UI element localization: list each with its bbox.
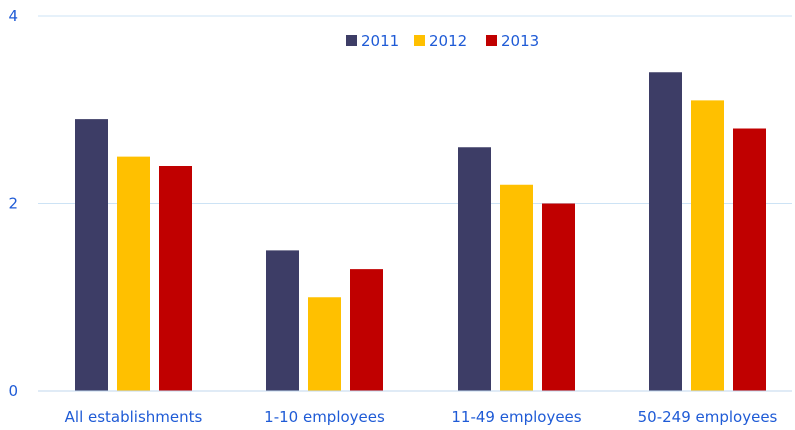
bar-2013-0 — [159, 166, 192, 391]
legend-swatch — [486, 35, 497, 46]
bar-2013-3 — [733, 128, 766, 391]
bars — [75, 72, 766, 391]
legend-item-2011: 2011 — [346, 32, 399, 50]
bar-2012-0 — [117, 156, 150, 391]
legend-label: 2011 — [361, 32, 399, 50]
legend-item-2013: 2013 — [486, 32, 539, 50]
legend-item-2012: 2012 — [414, 32, 467, 50]
legend-swatch — [414, 35, 425, 46]
y-tick-label: 0 — [8, 382, 18, 400]
bar-2012-1 — [308, 297, 341, 391]
x-axis-category-labels: All establishments 1-10 employees 11-49 em… — [65, 408, 778, 426]
x-category-label: All establishments — [65, 408, 203, 426]
bar-2011-1 — [266, 250, 299, 391]
bar-2012-3 — [691, 100, 724, 391]
bar-2013-2 — [542, 203, 575, 391]
legend-label: 2013 — [501, 32, 539, 50]
y-axis-tick-labels: 0 2 4 — [8, 7, 18, 400]
x-category-label: 11-49 employees — [451, 408, 581, 426]
y-tick-label: 2 — [8, 195, 18, 213]
legend-label: 2012 — [429, 32, 467, 50]
bar-2012-2 — [500, 184, 533, 391]
legend-swatch — [346, 35, 357, 46]
bar-2011-2 — [458, 147, 491, 391]
x-category-label: 50-249 employees — [638, 408, 778, 426]
legend: 2011 2012 2013 — [346, 32, 539, 50]
bar-2013-1 — [350, 269, 383, 391]
bar-2011-3 — [649, 72, 682, 391]
y-tick-label: 4 — [8, 7, 18, 25]
bar-2011-0 — [75, 119, 108, 391]
x-category-label: 1-10 employees — [264, 408, 385, 426]
